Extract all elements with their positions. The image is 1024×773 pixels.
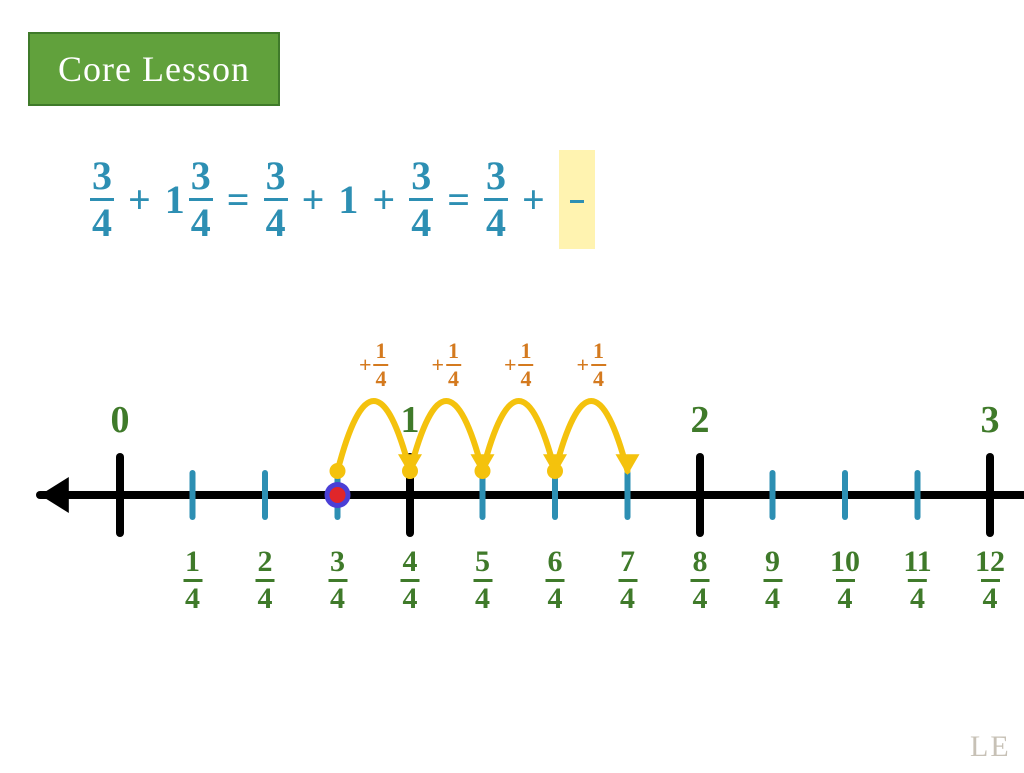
fraction-tick-label: 14 <box>183 545 202 614</box>
watermark-text: LE <box>970 730 1011 763</box>
fraction: 14 <box>183 547 202 614</box>
fraction-tick-label: 84 <box>691 545 710 614</box>
fraction-tick-label: 44 <box>401 545 420 614</box>
whole-tick-label: 0 <box>111 398 130 442</box>
fraction-tick-label: 64 <box>546 545 565 614</box>
fraction: 34 <box>328 547 347 614</box>
hop-label: +14 <box>431 340 461 390</box>
hop-label: +14 <box>576 340 606 390</box>
fraction-tick-label: 24 <box>256 545 275 614</box>
whole-tick-label: 3 <box>981 398 1000 442</box>
fraction: 84 <box>691 547 710 614</box>
fraction-tick-label: 104 <box>828 545 862 614</box>
fraction: 74 <box>618 547 637 614</box>
watermark: LE <box>970 730 1011 764</box>
fraction: 94 <box>763 547 782 614</box>
fraction: 24 <box>256 547 275 614</box>
fraction: 114 <box>901 547 933 614</box>
whole-tick-label: 1 <box>401 398 420 442</box>
hop-label: +14 <box>359 340 389 390</box>
fraction: 44 <box>401 547 420 614</box>
hop-label: +14 <box>504 340 534 390</box>
fraction: 64 <box>546 547 565 614</box>
whole-tick-label: 2 <box>691 398 710 442</box>
fraction: 14 <box>591 340 606 390</box>
fraction: 14 <box>446 340 461 390</box>
fraction: 124 <box>973 547 1007 614</box>
fraction: 14 <box>519 340 534 390</box>
fraction-tick-label: 34 <box>328 545 347 614</box>
fraction-tick-label: 74 <box>618 545 637 614</box>
fraction: 54 <box>473 547 492 614</box>
fraction: 14 <box>374 340 389 390</box>
fraction-tick-label: 124 <box>973 545 1007 614</box>
fraction-tick-label: 54 <box>473 545 492 614</box>
fraction-tick-label: 94 <box>763 545 782 614</box>
fraction: 104 <box>828 547 862 614</box>
number-line-svg <box>50 0 1024 768</box>
number-line: 0123142434445464748494104114124134+14+14… <box>50 0 1024 773</box>
fraction-tick-label: 114 <box>901 545 933 614</box>
